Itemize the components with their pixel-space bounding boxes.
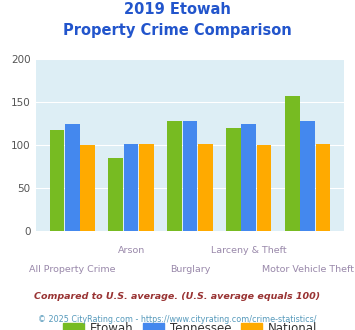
Bar [241, 124, 256, 231]
Bar [65, 124, 80, 231]
Bar [182, 121, 197, 231]
Bar [226, 128, 241, 231]
Text: Compared to U.S. average. (U.S. average equals 100): Compared to U.S. average. (U.S. average … [34, 292, 321, 301]
Text: Property Crime Comparison: Property Crime Comparison [63, 23, 292, 38]
Bar [167, 121, 182, 231]
Legend: Etowah, Tennessee, National: Etowah, Tennessee, National [58, 317, 322, 330]
Text: 2019 Etowah: 2019 Etowah [124, 2, 231, 16]
Text: © 2025 CityRating.com - https://www.cityrating.com/crime-statistics/: © 2025 CityRating.com - https://www.city… [38, 315, 317, 324]
Bar [50, 130, 64, 231]
Bar [300, 121, 315, 231]
Bar [124, 144, 138, 231]
Text: Larceny & Theft: Larceny & Theft [211, 247, 286, 255]
Text: Arson: Arson [118, 247, 145, 255]
Bar [316, 144, 330, 231]
Text: Motor Vehicle Theft: Motor Vehicle Theft [262, 265, 354, 274]
Text: All Property Crime: All Property Crime [29, 265, 115, 274]
Bar [139, 144, 154, 231]
Bar [108, 158, 123, 231]
Bar [257, 145, 272, 231]
Text: Burglary: Burglary [170, 265, 210, 274]
Bar [198, 144, 213, 231]
Bar [285, 96, 300, 231]
Bar [80, 145, 95, 231]
